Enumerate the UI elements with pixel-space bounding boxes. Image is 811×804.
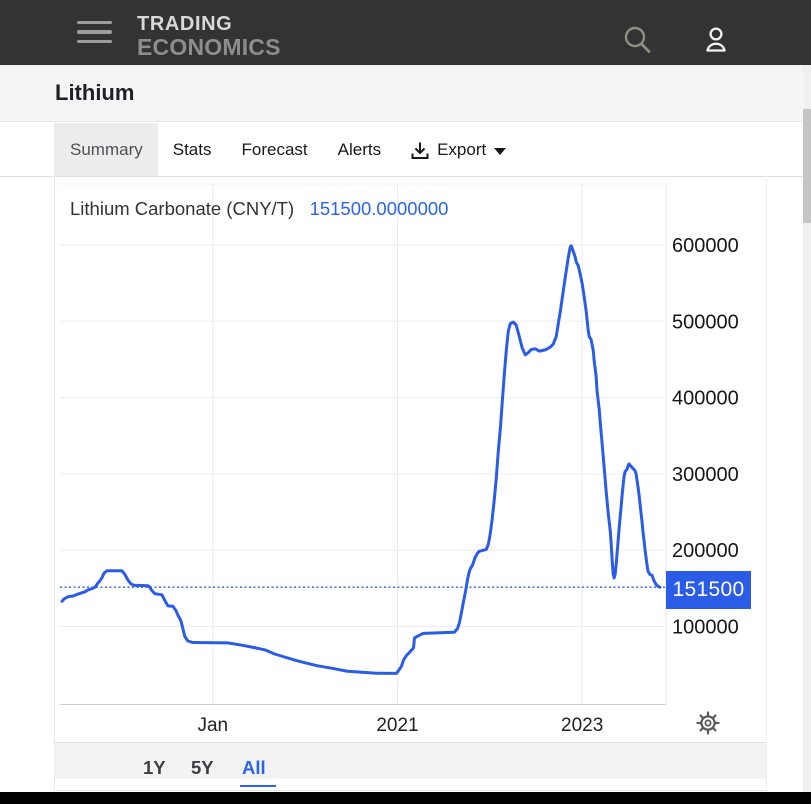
card-border [766, 176, 767, 790]
y-axis-label-600000: 600000 [672, 235, 739, 257]
range-button-1y[interactable]: 1Y [143, 757, 166, 778]
chart-title: Lithium Carbonate (CNY/T) 151500.0000000 [70, 198, 448, 220]
brand-logo[interactable]: TRADING ECONOMICS [137, 14, 281, 59]
range-selector-bar [55, 742, 766, 779]
tab-stats-label: Stats [172, 139, 212, 159]
range-button-all[interactable]: All [242, 757, 266, 778]
price-series-line[interactable] [60, 244, 662, 675]
brand-logo-line2: ECONOMICS [137, 34, 281, 60]
x-axis-label-2021: 2021 [376, 715, 418, 736]
user-icon[interactable] [703, 25, 731, 55]
tab-bar: Summary Stats Forecast Alerts Export [0, 123, 811, 177]
tab-alerts-label: Alerts [337, 139, 382, 159]
y-axis-label-500000: 500000 [672, 311, 739, 333]
x-axis-label-Jan: Jan [197, 715, 228, 736]
tab-forecast-label: Forecast [241, 139, 308, 159]
tab-summary[interactable]: Summary [55, 123, 158, 176]
tab-forecast[interactable]: Forecast [226, 123, 322, 176]
tab-summary-label: Summary [70, 139, 143, 159]
scrollbar-track[interactable] [803, 65, 811, 792]
chart-current-value: 151500.0000000 [309, 198, 449, 219]
tab-alerts[interactable]: Alerts [323, 123, 396, 176]
active-range-underline [240, 785, 276, 787]
card-border [54, 122, 55, 790]
tab-export[interactable]: Export [396, 123, 521, 176]
y-axis-label-100000: 100000 [672, 617, 739, 639]
caret-down-icon [494, 147, 507, 155]
brand-logo-line1: TRADING [137, 13, 233, 35]
y-axis-label-300000: 300000 [672, 464, 739, 486]
current-price-badge: 151500 [666, 571, 751, 609]
y-axis-label-400000: 400000 [672, 388, 739, 410]
page-title-band [0, 65, 811, 122]
page-title: Lithium [55, 80, 135, 105]
search-icon[interactable] [622, 25, 654, 57]
tab-export-label: Export [437, 139, 487, 159]
tab-stats[interactable]: Stats [158, 123, 227, 176]
bottom-bar [0, 792, 811, 804]
x-axis-label-2023: 2023 [561, 715, 603, 736]
gear-icon[interactable] [694, 709, 722, 737]
download-icon [411, 142, 429, 159]
range-button-5y[interactable]: 5Y [191, 757, 214, 778]
y-axis-label-200000: 200000 [672, 540, 739, 562]
hamburger-icon[interactable] [77, 21, 113, 45]
top-navigation-bar: TRADING ECONOMICS [0, 0, 811, 65]
chart-title-text: Lithium Carbonate (CNY/T) [70, 198, 295, 219]
scrollbar-thumb[interactable] [803, 109, 811, 223]
card-border [54, 790, 767, 791]
